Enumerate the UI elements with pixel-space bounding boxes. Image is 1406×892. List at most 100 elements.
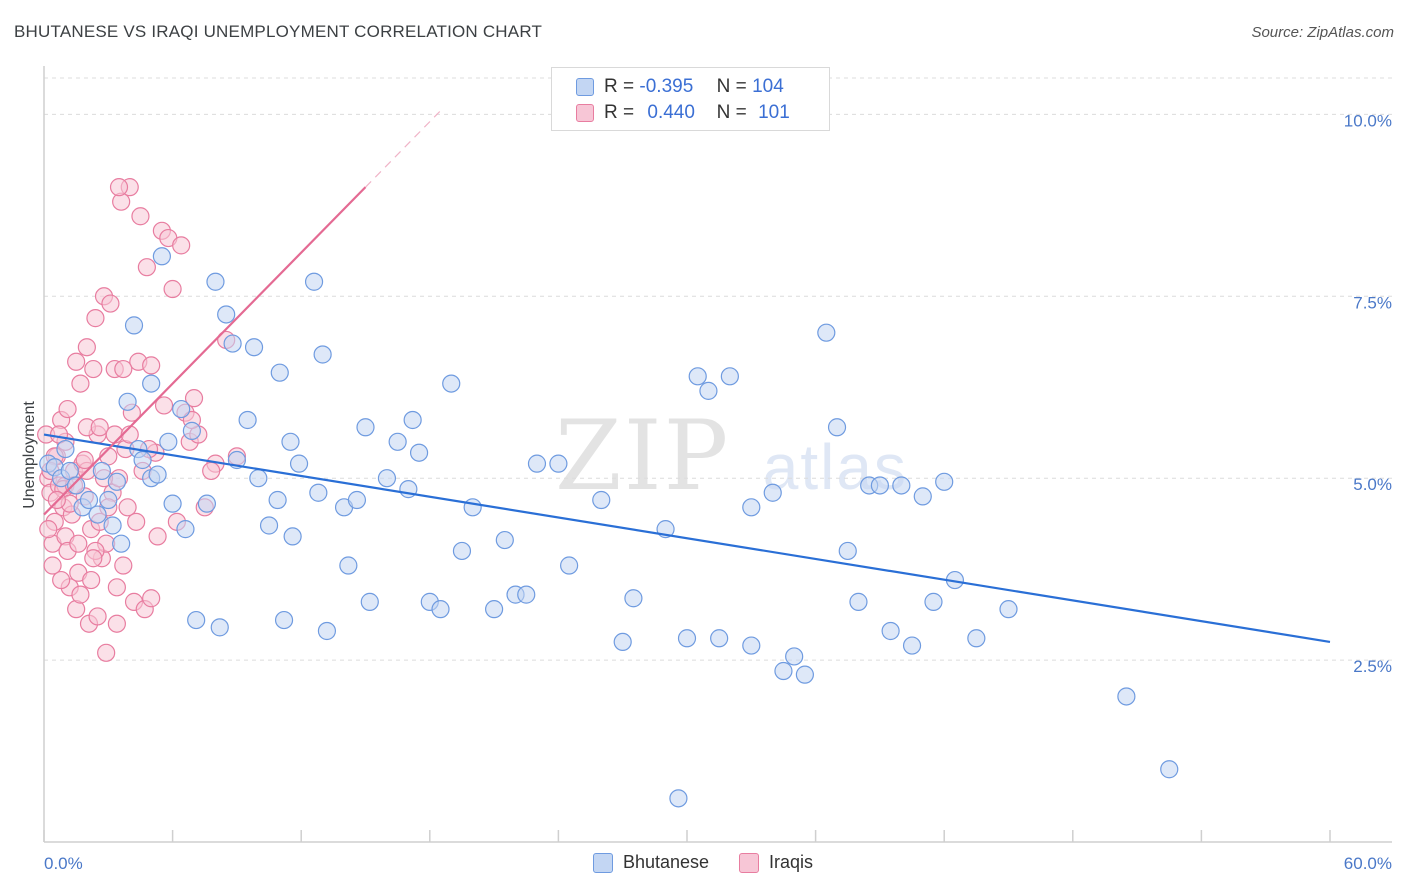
point-bhutanese[interactable] xyxy=(124,316,144,335)
legend-item-iraqis[interactable]: Iraqis xyxy=(739,852,813,873)
point-bhutanese[interactable] xyxy=(902,636,922,655)
point-bhutanese[interactable] xyxy=(339,556,358,575)
point-bhutanese[interactable] xyxy=(742,636,761,655)
point-bhutanese[interactable] xyxy=(999,600,1018,619)
point-bhutanese[interactable] xyxy=(206,272,225,291)
point-bhutanese[interactable] xyxy=(118,392,137,411)
point-iraqis[interactable] xyxy=(52,570,71,590)
point-bhutanese[interactable] xyxy=(112,534,131,553)
point-iraqis[interactable] xyxy=(58,399,77,419)
point-iraqis[interactable] xyxy=(82,570,101,590)
point-bhutanese[interactable] xyxy=(268,490,287,510)
point-bhutanese[interactable] xyxy=(187,610,206,630)
point-bhutanese[interactable] xyxy=(827,418,847,437)
point-bhutanese[interactable] xyxy=(210,618,229,637)
point-iraqis[interactable] xyxy=(88,607,107,626)
point-bhutanese[interactable] xyxy=(56,439,75,459)
point-bhutanese[interactable] xyxy=(710,629,729,648)
point-bhutanese[interactable] xyxy=(485,600,504,619)
point-bhutanese[interactable] xyxy=(217,305,236,324)
point-bhutanese[interactable] xyxy=(388,432,407,451)
point-bhutanese[interactable] xyxy=(281,432,300,451)
point-bhutanese[interactable] xyxy=(270,363,289,382)
point-bhutanese[interactable] xyxy=(881,621,900,641)
point-iraqis[interactable] xyxy=(172,236,191,255)
point-iraqis[interactable] xyxy=(101,294,120,313)
point-iraqis[interactable] xyxy=(75,450,94,470)
point-bhutanese[interactable] xyxy=(274,610,294,630)
point-bhutanese[interactable] xyxy=(377,469,397,488)
point-bhutanese[interactable] xyxy=(763,483,782,502)
point-bhutanese[interactable] xyxy=(870,476,890,495)
point-bhutanese[interactable] xyxy=(79,490,99,510)
point-iraqis[interactable] xyxy=(127,512,146,531)
point-iraqis[interactable] xyxy=(148,527,167,546)
point-bhutanese[interactable] xyxy=(172,399,191,419)
point-iraqis[interactable] xyxy=(67,352,86,371)
point-bhutanese[interactable] xyxy=(238,410,257,430)
point-bhutanese[interactable] xyxy=(924,592,943,611)
point-bhutanese[interactable] xyxy=(99,490,118,510)
point-bhutanese[interactable] xyxy=(152,247,171,266)
point-iraqis[interactable] xyxy=(142,589,161,608)
point-bhutanese[interactable] xyxy=(849,592,868,611)
point-bhutanese[interactable] xyxy=(838,541,857,561)
point-iraqis[interactable] xyxy=(43,556,62,575)
point-bhutanese[interactable] xyxy=(669,789,688,808)
point-bhutanese[interactable] xyxy=(549,454,568,473)
point-bhutanese[interactable] xyxy=(304,272,324,291)
point-bhutanese[interactable] xyxy=(452,541,472,561)
point-bhutanese[interactable] xyxy=(817,323,836,342)
point-bhutanese[interactable] xyxy=(560,556,579,575)
point-iraqis[interactable] xyxy=(154,396,174,415)
point-bhutanese[interactable] xyxy=(935,472,954,491)
point-bhutanese[interactable] xyxy=(699,381,718,400)
point-iraqis[interactable] xyxy=(84,549,103,568)
point-bhutanese[interactable] xyxy=(463,498,482,517)
point-bhutanese[interactable] xyxy=(259,516,279,535)
point-bhutanese[interactable] xyxy=(442,374,461,393)
point-bhutanese[interactable] xyxy=(356,418,375,437)
point-bhutanese[interactable] xyxy=(176,520,195,539)
point-bhutanese[interactable] xyxy=(774,661,793,681)
point-bhutanese[interactable] xyxy=(107,472,126,491)
point-iraqis[interactable] xyxy=(142,356,161,375)
point-bhutanese[interactable] xyxy=(163,494,182,513)
point-bhutanese[interactable] xyxy=(159,432,178,451)
point-bhutanese[interactable] xyxy=(892,476,911,495)
point-bhutanese[interactable] xyxy=(283,527,302,546)
point-bhutanese[interactable] xyxy=(92,461,111,481)
point-iraqis[interactable] xyxy=(107,614,126,633)
point-bhutanese[interactable] xyxy=(527,454,547,473)
point-iraqis[interactable] xyxy=(71,585,90,604)
point-bhutanese[interactable] xyxy=(347,490,367,510)
point-bhutanese[interactable] xyxy=(244,338,264,357)
point-bhutanese[interactable] xyxy=(613,632,632,652)
point-bhutanese[interactable] xyxy=(409,443,429,462)
point-iraqis[interactable] xyxy=(163,279,182,299)
point-iraqis[interactable] xyxy=(118,498,137,517)
point-bhutanese[interactable] xyxy=(688,367,707,386)
point-iraqis[interactable] xyxy=(114,556,133,575)
point-bhutanese[interactable] xyxy=(67,476,86,495)
point-bhutanese[interactable] xyxy=(249,469,268,488)
point-bhutanese[interactable] xyxy=(197,494,216,513)
point-iraqis[interactable] xyxy=(131,207,150,226)
point-bhutanese[interactable] xyxy=(403,410,422,430)
point-iraqis[interactable] xyxy=(86,309,105,328)
point-bhutanese[interactable] xyxy=(142,374,161,393)
point-bhutanese[interactable] xyxy=(795,665,814,684)
point-bhutanese[interactable] xyxy=(360,592,379,611)
point-bhutanese[interactable] xyxy=(624,589,643,608)
point-bhutanese[interactable] xyxy=(309,483,328,502)
point-bhutanese[interactable] xyxy=(1117,687,1136,706)
point-iraqis[interactable] xyxy=(90,418,109,437)
point-iraqis[interactable] xyxy=(39,520,58,539)
point-bhutanese[interactable] xyxy=(289,454,309,473)
point-iraqis[interactable] xyxy=(71,374,90,393)
point-bhutanese[interactable] xyxy=(517,585,536,604)
legend-item-bhutanese[interactable]: Bhutanese xyxy=(592,852,709,873)
point-iraqis[interactable] xyxy=(77,338,96,357)
point-bhutanese[interactable] xyxy=(592,490,611,510)
point-bhutanese[interactable] xyxy=(785,647,804,666)
